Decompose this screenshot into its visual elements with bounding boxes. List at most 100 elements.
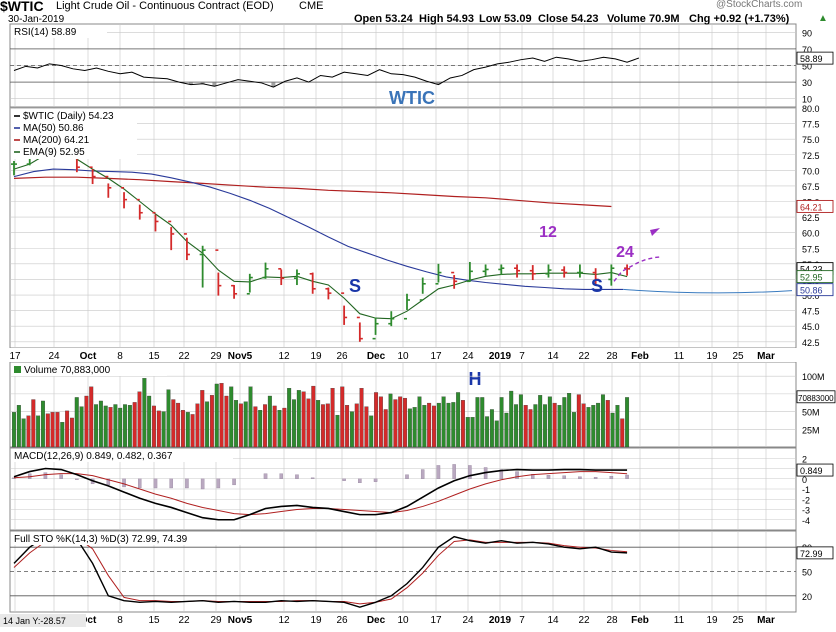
price-tag-label: 50.86 <box>800 286 823 296</box>
volume-bar <box>446 402 451 448</box>
volume-bar <box>74 397 79 448</box>
x-tick-label: Nov5 <box>228 351 253 362</box>
vol-tick-label: 50M <box>802 408 820 418</box>
macd-histogram-bar <box>593 477 598 479</box>
volume-bar <box>156 410 161 448</box>
x-tick-label: 17 <box>430 615 442 626</box>
x-tick-label: 26 <box>336 615 348 626</box>
price-tick-label: 75.0 <box>802 135 820 145</box>
volume-bar <box>499 397 504 448</box>
volume-bar <box>316 400 321 448</box>
sto-k-line <box>13 534 628 608</box>
price-legend-bg <box>11 109 137 159</box>
macd-histogram-bar <box>625 474 629 479</box>
volume-bar <box>166 389 171 448</box>
volume-bar <box>209 395 214 448</box>
x-tick-label: 10 <box>397 615 409 626</box>
volume-bar <box>504 412 509 448</box>
volume-bar <box>576 394 581 448</box>
vol-legend: Volume 70,883,000 <box>24 365 111 376</box>
volume-bar <box>422 405 427 448</box>
volume-bar <box>142 378 147 448</box>
x-tick-label: 25 <box>732 351 744 362</box>
macd-histogram-bar <box>578 476 582 479</box>
close-value: Close 54.23 <box>538 13 599 25</box>
volume-bar <box>171 399 176 448</box>
x-tick-label: 15 <box>148 351 160 362</box>
macd-histogram-bar <box>405 474 409 479</box>
x-tick-label: 26 <box>336 351 348 362</box>
volume-bar <box>514 404 519 448</box>
vol-last-tag <box>796 390 836 404</box>
x-tick-label: Dec <box>367 351 386 362</box>
volume-bar <box>489 409 494 448</box>
macd-histogram-bar <box>420 469 425 479</box>
price-tick-label: 62.5 <box>802 213 820 223</box>
price-tag-label: 64.21 <box>800 202 823 212</box>
price-tick-label: 42.5 <box>802 338 820 348</box>
annotation-count-24: 24 <box>616 244 634 261</box>
x-tick-label: 22 <box>578 351 590 362</box>
volume-bar <box>528 409 533 448</box>
macd-histogram-bar <box>122 478 126 488</box>
volume-bar <box>161 411 166 448</box>
volume-bar <box>147 395 152 448</box>
volume-bar <box>292 399 296 448</box>
change-up-icon: ▲ <box>818 13 828 24</box>
macd-line <box>13 467 628 521</box>
macd-histogram-bar <box>153 478 158 489</box>
volume-bar <box>282 407 287 448</box>
volume-bar <box>98 400 103 448</box>
volume-bar <box>234 400 239 448</box>
x-tick-label: 24 <box>48 351 60 362</box>
macd-histogram-bar <box>295 474 299 479</box>
macd-histogram-bar <box>546 475 551 479</box>
volume-bar <box>31 399 36 448</box>
x-tick-label: 8 <box>117 615 123 626</box>
vol-legend-bg <box>11 363 167 376</box>
volume-bar <box>123 404 127 448</box>
sto-legend-bg <box>11 532 243 545</box>
volume-bar <box>320 404 325 448</box>
macd-tick-label: -4 <box>802 516 810 526</box>
x-tick-label: 17 <box>9 351 21 362</box>
volume-bar <box>127 405 132 448</box>
volume-bar <box>518 394 523 448</box>
volume-bar <box>552 402 557 448</box>
sto-last-tag <box>796 546 834 560</box>
zoom-readout-bg <box>0 614 86 627</box>
open-value: Open 53.24 <box>354 13 413 25</box>
volume-bar <box>176 402 181 448</box>
x-tick-label: 19 <box>310 351 322 362</box>
annotation-count-12: 12 <box>539 224 557 241</box>
volume-bar <box>586 407 591 448</box>
volume-bar <box>620 418 625 448</box>
macd-histogram-bar <box>609 476 614 479</box>
price-tick-label: 47.5 <box>802 307 820 317</box>
ma50-line <box>13 168 624 290</box>
volume-bar <box>205 401 210 448</box>
volume-bar <box>403 397 407 448</box>
x-tick-label: 2019 <box>489 351 512 362</box>
rsi-tick-label: 50 <box>802 62 812 72</box>
rsi-tick-label: 90 <box>802 28 812 38</box>
macd-histogram-bar <box>515 471 519 479</box>
volume-bar <box>345 405 350 448</box>
x-tick-label: 14 <box>547 615 559 626</box>
volume-bar <box>65 410 70 448</box>
volume-bar <box>137 391 142 448</box>
vol-tick-label: 100M <box>802 372 825 382</box>
volume-bar <box>311 385 316 448</box>
volume-bar <box>113 404 118 448</box>
x-tick-label: 29 <box>210 351 222 362</box>
macd-histogram-bar <box>185 478 189 489</box>
rsi-last-label: 58.89 <box>800 54 823 64</box>
macd-tick-label: 2 <box>802 454 807 464</box>
projection-arrow-line <box>613 256 661 282</box>
price-tag-box <box>796 283 834 297</box>
vol-last-label: 70883000 <box>798 394 834 403</box>
volume-bar <box>369 415 374 448</box>
macd-histogram-bar <box>138 478 142 489</box>
